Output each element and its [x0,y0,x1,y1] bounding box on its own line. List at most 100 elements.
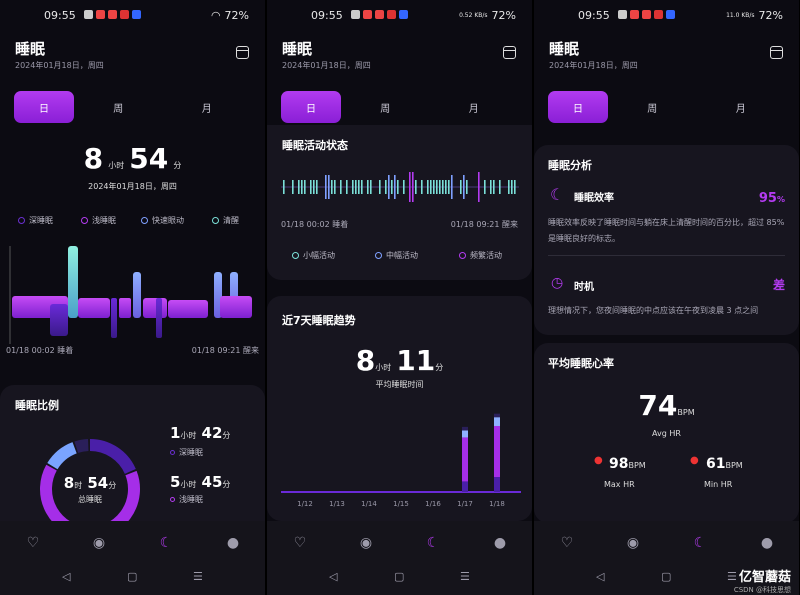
activity-mark [514,180,516,194]
tab-week[interactable]: 周 [380,103,391,115]
minutes-unit: 分 [173,161,182,170]
trend-bar-1-18-0 [494,477,500,492]
activity-tab-icon[interactable]: ♡ [293,535,307,551]
notification-icons [618,10,675,19]
efficiency-value: 95% [758,191,785,206]
min-hr: 61BPM [706,456,743,472]
page-date: 2024年01月18日，周四 [15,61,104,70]
discover-tab-icon[interactable]: ◉ [359,535,373,551]
sleep-tab-icon[interactable]: ☾ [693,535,707,551]
efficiency-desc: 睡眠效率反映了睡眠时间与躺在床上清醒时间的百分比，超过 85% 是睡眠良好的标志… [548,218,785,243]
activity-mark [430,180,432,194]
trend-bar-1-18-2 [494,417,500,426]
activity-mark [394,175,396,199]
calendar-icon[interactable] [236,46,249,59]
tab-week[interactable]: 周 [113,103,124,115]
legend-medium: 中幅活动 [375,250,418,261]
tab-day[interactable]: 日 [281,91,341,123]
home-icon[interactable]: ▢ [661,570,672,583]
stage-light [119,298,131,318]
bottom-tab-bar: ♡ ◉ ☾ ● [534,521,799,595]
discover-tab-icon[interactable]: ◉ [92,535,106,551]
donut-segment-3 [74,439,89,453]
trend-bar-1-17-2 [462,430,468,438]
tick-label: 1/13 [329,500,345,508]
min-hr-label: Min HR [704,480,733,489]
activity-tab-icon[interactable]: ♡ [26,535,40,551]
activity-mark [355,180,357,194]
page-title: 睡眠 [15,40,46,58]
home-icon[interactable]: ▢ [394,570,405,583]
activity-mark [316,180,318,194]
tick-label: 1/12 [297,500,313,508]
period-tabs: 日 周 月 [281,91,518,123]
tick-label: 1/14 [361,500,377,508]
trend-bar-1-18-1 [494,426,500,478]
weekly-trend-chart: 1/12 1/13 1/14 1/15 1/16 1/17 1/18 [281,413,521,508]
recents-icon[interactable]: ☰ [193,570,203,583]
timing-label: 时机 [574,282,594,293]
activity-chart [281,172,519,202]
sleep-tab-icon[interactable]: ☾ [426,535,440,551]
profile-tab-icon[interactable]: ● [760,535,774,551]
sleep-hours: 8 [83,142,104,175]
tab-week[interactable]: 周 [647,103,658,115]
activity-mark [385,180,387,194]
legend-small: 小幅活动 [292,250,335,261]
activity-mark [409,172,411,202]
back-icon[interactable]: ◁ [596,570,605,583]
recents-icon[interactable]: ☰ [460,570,470,583]
activity-mark [346,180,348,194]
activity-mark [448,180,450,194]
tab-month[interactable]: 月 [468,103,479,115]
back-icon[interactable]: ◁ [62,570,71,583]
calendar-icon[interactable] [770,46,783,59]
stage-light [78,298,110,318]
sleep-date: 2024年01月18日，周四 [88,182,177,191]
activity-title: 睡眠活动状态 [282,139,348,152]
sleep-tab-icon[interactable]: ☾ [159,535,173,551]
app-icon [120,10,129,19]
total-sleep: 8 小时 54 分 [0,142,265,175]
activity-mark [490,180,492,194]
avg-hr-label: Avg HR [652,429,681,438]
tab-day[interactable]: 日 [548,91,608,123]
stage-awake [68,246,78,318]
activity-tab-icon[interactable]: ♡ [560,535,574,551]
back-icon[interactable]: ◁ [329,570,338,583]
activity-mark [436,180,438,194]
trend-title: 近7天睡眠趋势 [282,314,356,327]
calendar-icon[interactable] [503,46,516,59]
battery-level: 72% [224,9,249,22]
tick-label: 1/15 [393,500,409,508]
max-hr-label: Max HR [604,480,635,489]
discover-tab-icon[interactable]: ◉ [626,535,640,551]
profile-tab-icon[interactable]: ● [493,535,507,551]
home-icon[interactable]: ▢ [127,570,138,583]
trend-bar-1-18-3 [494,413,500,418]
activity-mark [439,180,441,194]
period-tabs: 日 周 月 [548,91,785,123]
stage-light [220,296,252,318]
light-sleep-duration: 5小时 45分 [170,473,231,491]
tab-day[interactable]: 日 [14,91,74,123]
stage-rem [133,272,141,318]
system-nav: ◁ ▢ ☰ [267,568,532,588]
activity-mark [460,180,462,194]
recents-icon[interactable]: ☰ [727,570,737,583]
activity-mark [388,175,390,199]
battery-level: 72% [758,9,783,22]
donut-label: 总睡眠 [78,495,102,504]
deep-sleep-duration: 1小时 42分 [170,424,231,442]
activity-end-label: 01/18 09:21 醒来 [450,220,518,229]
notification-icons [84,10,141,19]
activity-mark [328,175,330,199]
tick-label: 1/16 [425,500,441,508]
efficiency-label: 睡眠效率 [574,193,614,204]
profile-tab-icon[interactable]: ● [226,535,240,551]
status-time: 09:55 [578,9,610,22]
activity-mark [367,180,369,194]
tab-month[interactable]: 月 [735,103,746,115]
tab-month[interactable]: 月 [201,103,212,115]
heart-down-icon: ● [690,455,699,466]
